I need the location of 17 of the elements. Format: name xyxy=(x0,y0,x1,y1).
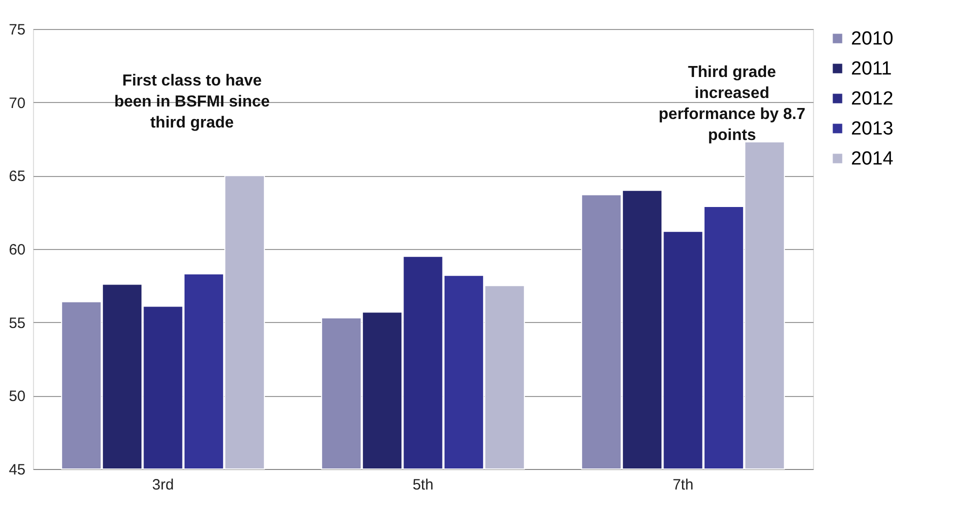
y-tick-label: 50 xyxy=(8,388,26,406)
x-tick-label: 7th xyxy=(672,476,694,494)
y-tick-label: 45 xyxy=(8,462,26,478)
legend-label: 2011 xyxy=(851,58,892,80)
annotation: First class to have been in BSFMI since third grade xyxy=(114,72,270,132)
x-tick-label: 3rd xyxy=(152,476,174,494)
y-tick-label: 65 xyxy=(8,168,26,186)
legend-label: 2014 xyxy=(851,148,894,170)
y-tick-label: 70 xyxy=(8,94,26,112)
y-tick-label: 60 xyxy=(8,242,26,258)
legend-label: 2010 xyxy=(851,28,894,50)
legend-label: 2012 xyxy=(851,88,894,110)
annotation: Third grade increased performance by 8.7 points xyxy=(658,64,806,144)
x-tick-label: 5th xyxy=(412,476,434,494)
y-tick-label: 55 xyxy=(8,314,26,332)
y-tick-label: 75 xyxy=(8,22,26,38)
legend-label: 2013 xyxy=(851,118,894,140)
